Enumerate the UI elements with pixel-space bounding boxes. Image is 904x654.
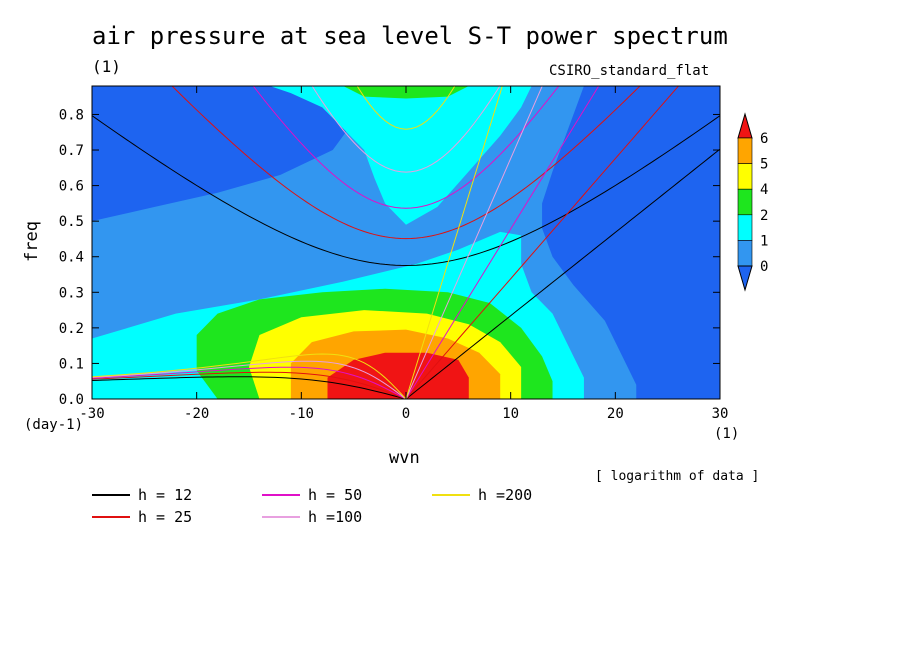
legend-label-h50: h = 50 [308, 486, 362, 504]
legend-label-h25: h = 25 [138, 508, 192, 526]
colorbar-swatch [737, 137, 753, 164]
dispersion-kelvin-h100 [405, 86, 543, 399]
dispersion-kelvin-h25 [405, 86, 680, 399]
y-tick-label: 0.3 [59, 285, 84, 301]
dataset-label: CSIRO_standard_flat [549, 63, 710, 79]
dispersion-inertia-gravity-h12 [92, 115, 720, 266]
y-tick-label: 0.0 [59, 392, 84, 408]
x-tick-label: 20 [607, 406, 624, 422]
x-tick-label: -30 [79, 406, 104, 422]
log-note: [ logarithm of data ] [595, 469, 760, 484]
dispersion-kelvin-h12 [405, 148, 720, 399]
legend-label-h200: h =200 [478, 486, 532, 504]
colorbar-label: 0 [760, 259, 768, 275]
dispersion-inertia-gravity-h50 [252, 86, 560, 209]
colorbar-label: 5 [760, 157, 768, 173]
dispersion-rossby-h50 [92, 366, 407, 399]
dispersion-rossby-h12 [92, 376, 407, 399]
dispersion-kelvin-h50 [405, 86, 600, 399]
colorbar-swatch [737, 188, 753, 216]
y-tick-label: 0.2 [59, 321, 84, 337]
contour-below-0-left-fill [92, 86, 354, 222]
legend-label-h100: h =100 [308, 508, 362, 526]
chart-title: air pressure at sea level S-T power spec… [92, 22, 728, 50]
x-tick-label: 30 [712, 406, 729, 422]
x-axis-label: wvn [389, 448, 420, 468]
dispersion-rossby-h100 [92, 360, 407, 399]
contour-below-0-right-fill [542, 86, 720, 399]
dispersion-inertia-gravity-h100 [311, 86, 501, 173]
dispersion-rossby-h25 [92, 371, 407, 399]
dispersion-inertia-gravity-h200 [356, 86, 456, 130]
colorbar-label: 2 [760, 208, 768, 224]
dispersion-kelvin-h200 [405, 86, 503, 399]
units-label: (1) [92, 57, 121, 76]
colorbar-label: 6 [760, 131, 768, 147]
dispersion-inertia-gravity-h25 [171, 86, 641, 240]
colorbar-swatch [737, 240, 753, 267]
colorbar-top-arrow [737, 112, 753, 139]
colorbar-label: 4 [760, 182, 768, 198]
contour-level-1-upper-fill [269, 86, 532, 225]
colorbar-label: 1 [760, 233, 768, 249]
y-tick-label: 0.1 [59, 356, 84, 372]
contour-level-6-fill [327, 352, 469, 399]
x-axis-units: (1) [714, 426, 740, 442]
x-tick-label: -20 [184, 406, 209, 422]
y-tick-label: 0.6 [59, 179, 84, 195]
dispersion-rossby-h200 [92, 353, 407, 399]
x-tick-label: -10 [289, 406, 314, 422]
x-tick-label: 0 [402, 406, 410, 422]
y-axis-units: (day-1) [24, 417, 84, 433]
colorbar-swatch [737, 214, 753, 241]
y-tick-label: 0.4 [59, 250, 84, 266]
x-tick-label: 10 [502, 406, 519, 422]
colorbar-swatch [737, 163, 753, 190]
y-tick-label: 0.5 [59, 214, 84, 230]
legend-label-h12: h = 12 [138, 486, 192, 504]
y-tick-label: 0.7 [59, 143, 84, 159]
y-tick-label: 0.8 [59, 107, 84, 123]
colorbar-bottom-arrow [737, 265, 753, 292]
contour-fill-group [92, 86, 720, 399]
